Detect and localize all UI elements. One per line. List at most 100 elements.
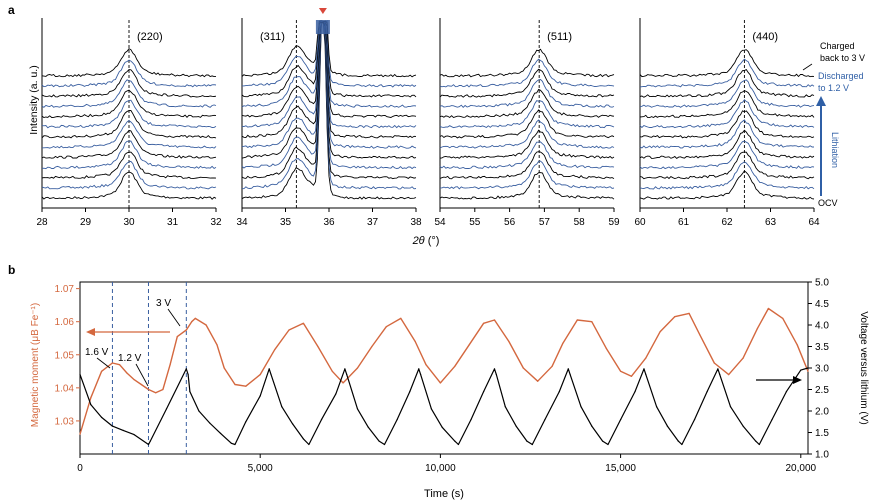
voltage-point (666, 425, 669, 427)
voltage-point (693, 419, 696, 421)
voltage-point (567, 368, 569, 370)
voltage-point (634, 391, 636, 393)
moment-point (562, 342, 564, 344)
xrd-x-tick-label: 32 (210, 217, 222, 228)
xrd-pattern (439, 119, 615, 149)
xrd-x-tick-label: 56 (504, 217, 516, 228)
voltage-point (580, 406, 582, 408)
xrd-pattern (639, 79, 815, 108)
annotation-1-2V: 1.2 V (118, 353, 142, 364)
xrd-pattern (639, 151, 815, 180)
voltage-point (656, 406, 658, 408)
xrd-pattern (639, 90, 815, 119)
xrd-x-tick-label: 36 (323, 217, 335, 228)
moment-point (317, 345, 319, 348)
xrd-pattern (639, 58, 815, 88)
xrd-pattern (41, 151, 217, 180)
voltage-axis-arrowhead (793, 376, 802, 384)
moment-point (713, 362, 715, 364)
xrd-x-tick-label: 30 (123, 217, 135, 228)
moment-point (101, 370, 103, 372)
voltage-point (526, 440, 528, 442)
voltage-point (187, 373, 189, 375)
moment-point (185, 329, 187, 331)
voltage-point (569, 373, 571, 375)
charged-label-line1: Charged (820, 41, 855, 51)
voltage-point (771, 419, 773, 421)
voltage-point (245, 421, 247, 423)
plot-frame (79, 281, 809, 455)
xrd-pattern (41, 89, 217, 118)
xrd-x-tick-label: 35 (280, 217, 292, 228)
moment-tick-label: 1.05 (55, 350, 75, 361)
xrd-pattern (41, 129, 217, 159)
moment-point (493, 319, 496, 321)
xrd-x-tick-label: 64 (808, 217, 820, 228)
voltage-point (457, 443, 459, 446)
charged-label-line2: back to 3 V (820, 53, 865, 63)
hkl-label: (220) (137, 31, 163, 43)
voltage-point (602, 440, 604, 442)
voltage-point (504, 406, 506, 408)
voltage-point (230, 442, 232, 444)
xrd-x-tick-label: 58 (574, 217, 586, 228)
xrd-pattern (241, 21, 417, 159)
moment-point (756, 327, 759, 329)
xrd-pattern (439, 88, 615, 119)
xrd-pattern (639, 170, 815, 200)
ocv-label: OCV (818, 198, 838, 208)
xrd-pattern (241, 20, 417, 190)
xrd-subplots: 28 29 30 31 32 (220) 34 35 36 37 38 (311) 54 55 56 57 58… (36, 8, 820, 228)
voltage-point (335, 393, 337, 395)
voltage-point (483, 391, 485, 393)
xrd-pattern (439, 68, 615, 98)
moment-point (245, 385, 247, 387)
annotation-3V: 3 V (156, 298, 171, 309)
xrd-pattern (41, 59, 217, 88)
voltage-point (607, 443, 609, 446)
moment-point (111, 362, 113, 364)
panel-b-xlabel: Time (s) (424, 488, 464, 500)
xrd-pattern (241, 20, 417, 98)
xrd-pattern (41, 48, 217, 78)
moment-point (302, 322, 304, 324)
moment-axis-arrowhead (86, 328, 95, 336)
xrd-pattern (41, 69, 217, 98)
voltage-point (383, 443, 386, 446)
xrd-pattern (439, 79, 615, 108)
moment-point (147, 388, 150, 391)
voltage-point (681, 443, 683, 446)
xrd-pattern (439, 100, 615, 129)
voltage-point (270, 373, 272, 375)
panel-a-label: a (8, 3, 15, 17)
xrd-pattern (639, 129, 815, 159)
moment-point (630, 375, 633, 377)
xrd-pattern (241, 20, 417, 88)
xrd-pattern (639, 99, 815, 129)
voltage-point (620, 419, 622, 421)
voltage-tick-label: 3.5 (815, 342, 829, 353)
voltage-point (418, 368, 420, 370)
moment-point (576, 319, 578, 321)
voltage-tick-label: 2.0 (815, 407, 829, 418)
voltage-point (729, 406, 732, 408)
xrd-x-tick-label: 61 (678, 217, 690, 228)
voltage-point (742, 425, 744, 427)
xrd-subplot-3: 60 61 62 63 64 (440) (634, 18, 820, 228)
moment-point (645, 357, 647, 359)
moment-point (331, 370, 333, 372)
moment-point (454, 365, 456, 367)
xrd-pattern (241, 21, 417, 139)
voltage-point (719, 373, 721, 375)
moment-tick-label: 1.04 (55, 383, 75, 394)
xrd-x-tick-label: 37 (367, 217, 379, 228)
substrate-peak-band (315, 20, 330, 34)
xrd-pattern (41, 99, 217, 129)
panel-a: a Intensity (a. u.) 28 29 30 31 32(220)34 35 3… (8, 3, 865, 247)
voltage-tick-label: 4.5 (815, 299, 829, 310)
moment-point (551, 365, 553, 367)
moment-point (742, 357, 744, 359)
xrd-pattern (241, 20, 417, 180)
xrd-pattern (41, 120, 217, 149)
